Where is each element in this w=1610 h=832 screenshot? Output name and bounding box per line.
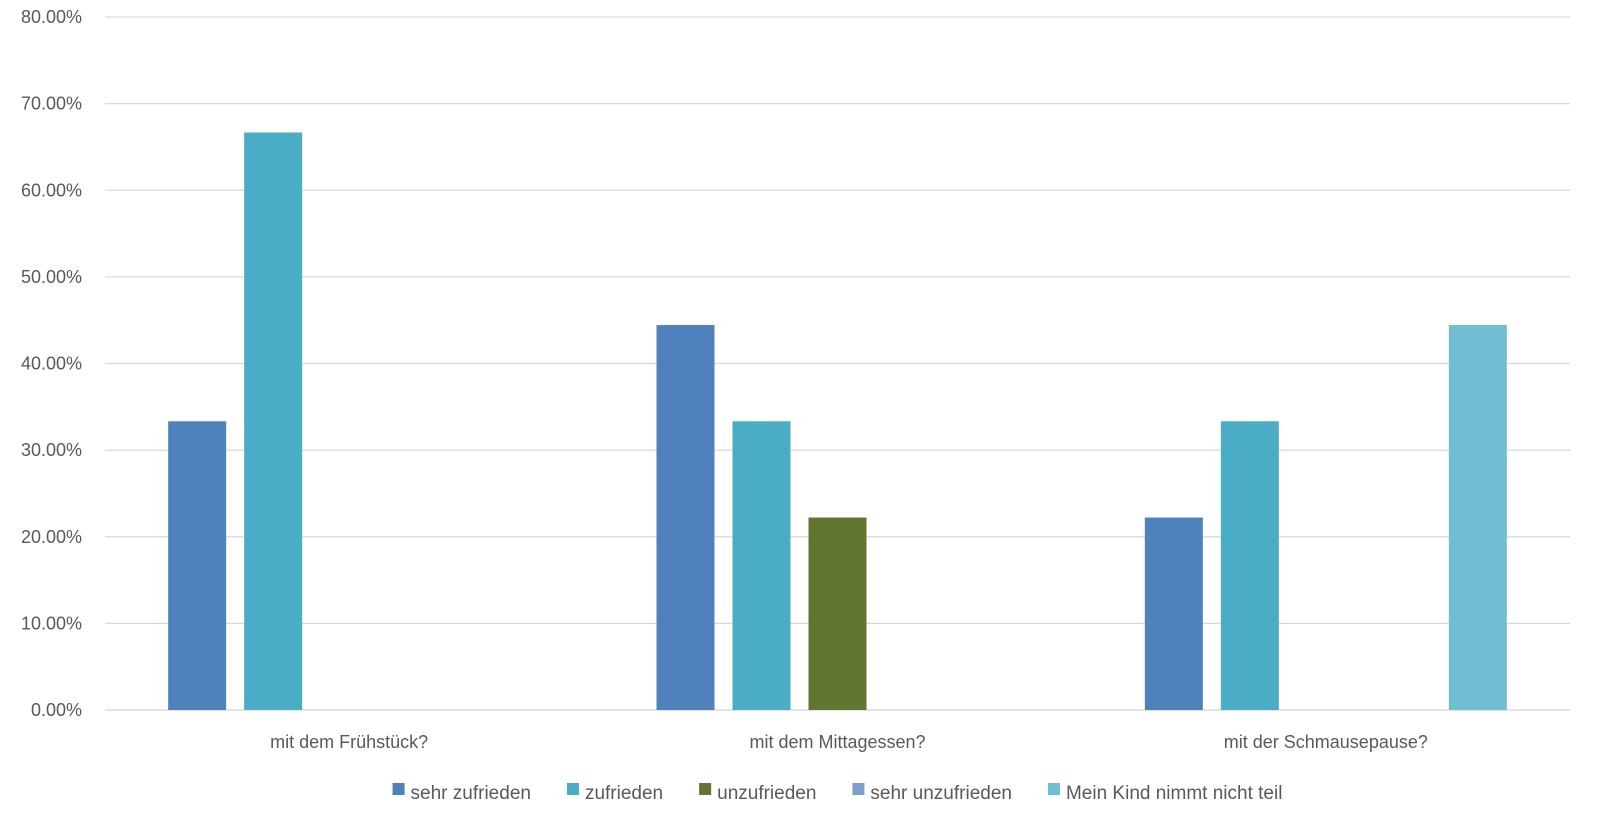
bars — [168, 132, 1507, 710]
y-tick-label: 40.00% — [21, 354, 82, 374]
y-tick-label: 60.00% — [21, 180, 82, 200]
legend-label: unzufrieden — [717, 783, 816, 804]
bar-mein-kind-nimmt-nicht-teil-2 — [1448, 325, 1507, 710]
legend-item: Mein Kind nimmt nicht teil — [1047, 783, 1282, 804]
legend: sehr zufrieden zufrieden unzufrieden sehr u… — [392, 783, 1282, 804]
bar-sehr-zufrieden-1 — [656, 325, 715, 710]
legend-swatch — [699, 783, 712, 795]
legend-swatch — [852, 783, 865, 795]
y-tick-label: 20.00% — [21, 527, 82, 547]
legend-item: unzufrieden — [699, 783, 816, 804]
legend-label: sehr unzufrieden — [870, 783, 1012, 804]
x-tick-label: mit der Schmausepause? — [1224, 732, 1428, 752]
y-axis-ticks: 0.00% 10.00% 20.00% 30.00% 40.00% 50.00% 60.00… — [21, 7, 82, 720]
bar-zufrieden-0 — [244, 132, 303, 710]
bar-unzufrieden-1 — [808, 517, 867, 710]
bar-sehr-zufrieden-2 — [1144, 517, 1203, 710]
y-tick-label: 0.00% — [31, 700, 82, 720]
legend-item: zufrieden — [566, 783, 663, 804]
x-axis-ticks: mit dem Frühstück? mit dem Mittagessen? mi… — [270, 732, 1428, 752]
x-tick-label: mit dem Mittagessen? — [749, 732, 925, 752]
legend-swatch — [1047, 783, 1060, 795]
y-tick-label: 70.00% — [21, 94, 82, 114]
legend-item: sehr zufrieden — [392, 783, 531, 804]
legend-label: Mein Kind nimmt nicht teil — [1066, 783, 1282, 804]
legend-label: sehr zufrieden — [411, 783, 531, 804]
legend-swatch — [566, 783, 579, 795]
bar-zufrieden-1 — [732, 421, 791, 710]
y-tick-label: 50.00% — [21, 267, 82, 287]
bar-zufrieden-2 — [1220, 421, 1279, 710]
legend-item: sehr unzufrieden — [852, 783, 1012, 804]
y-tick-label: 30.00% — [21, 440, 82, 460]
legend-swatch — [392, 783, 405, 795]
gridlines — [105, 16, 1570, 711]
y-tick-label: 80.00% — [21, 7, 82, 27]
x-tick-label: mit dem Frühstück? — [270, 732, 428, 752]
y-tick-label: 10.00% — [21, 613, 82, 633]
legend-label: zufrieden — [585, 783, 663, 804]
bar-sehr-zufrieden-0 — [168, 421, 227, 710]
